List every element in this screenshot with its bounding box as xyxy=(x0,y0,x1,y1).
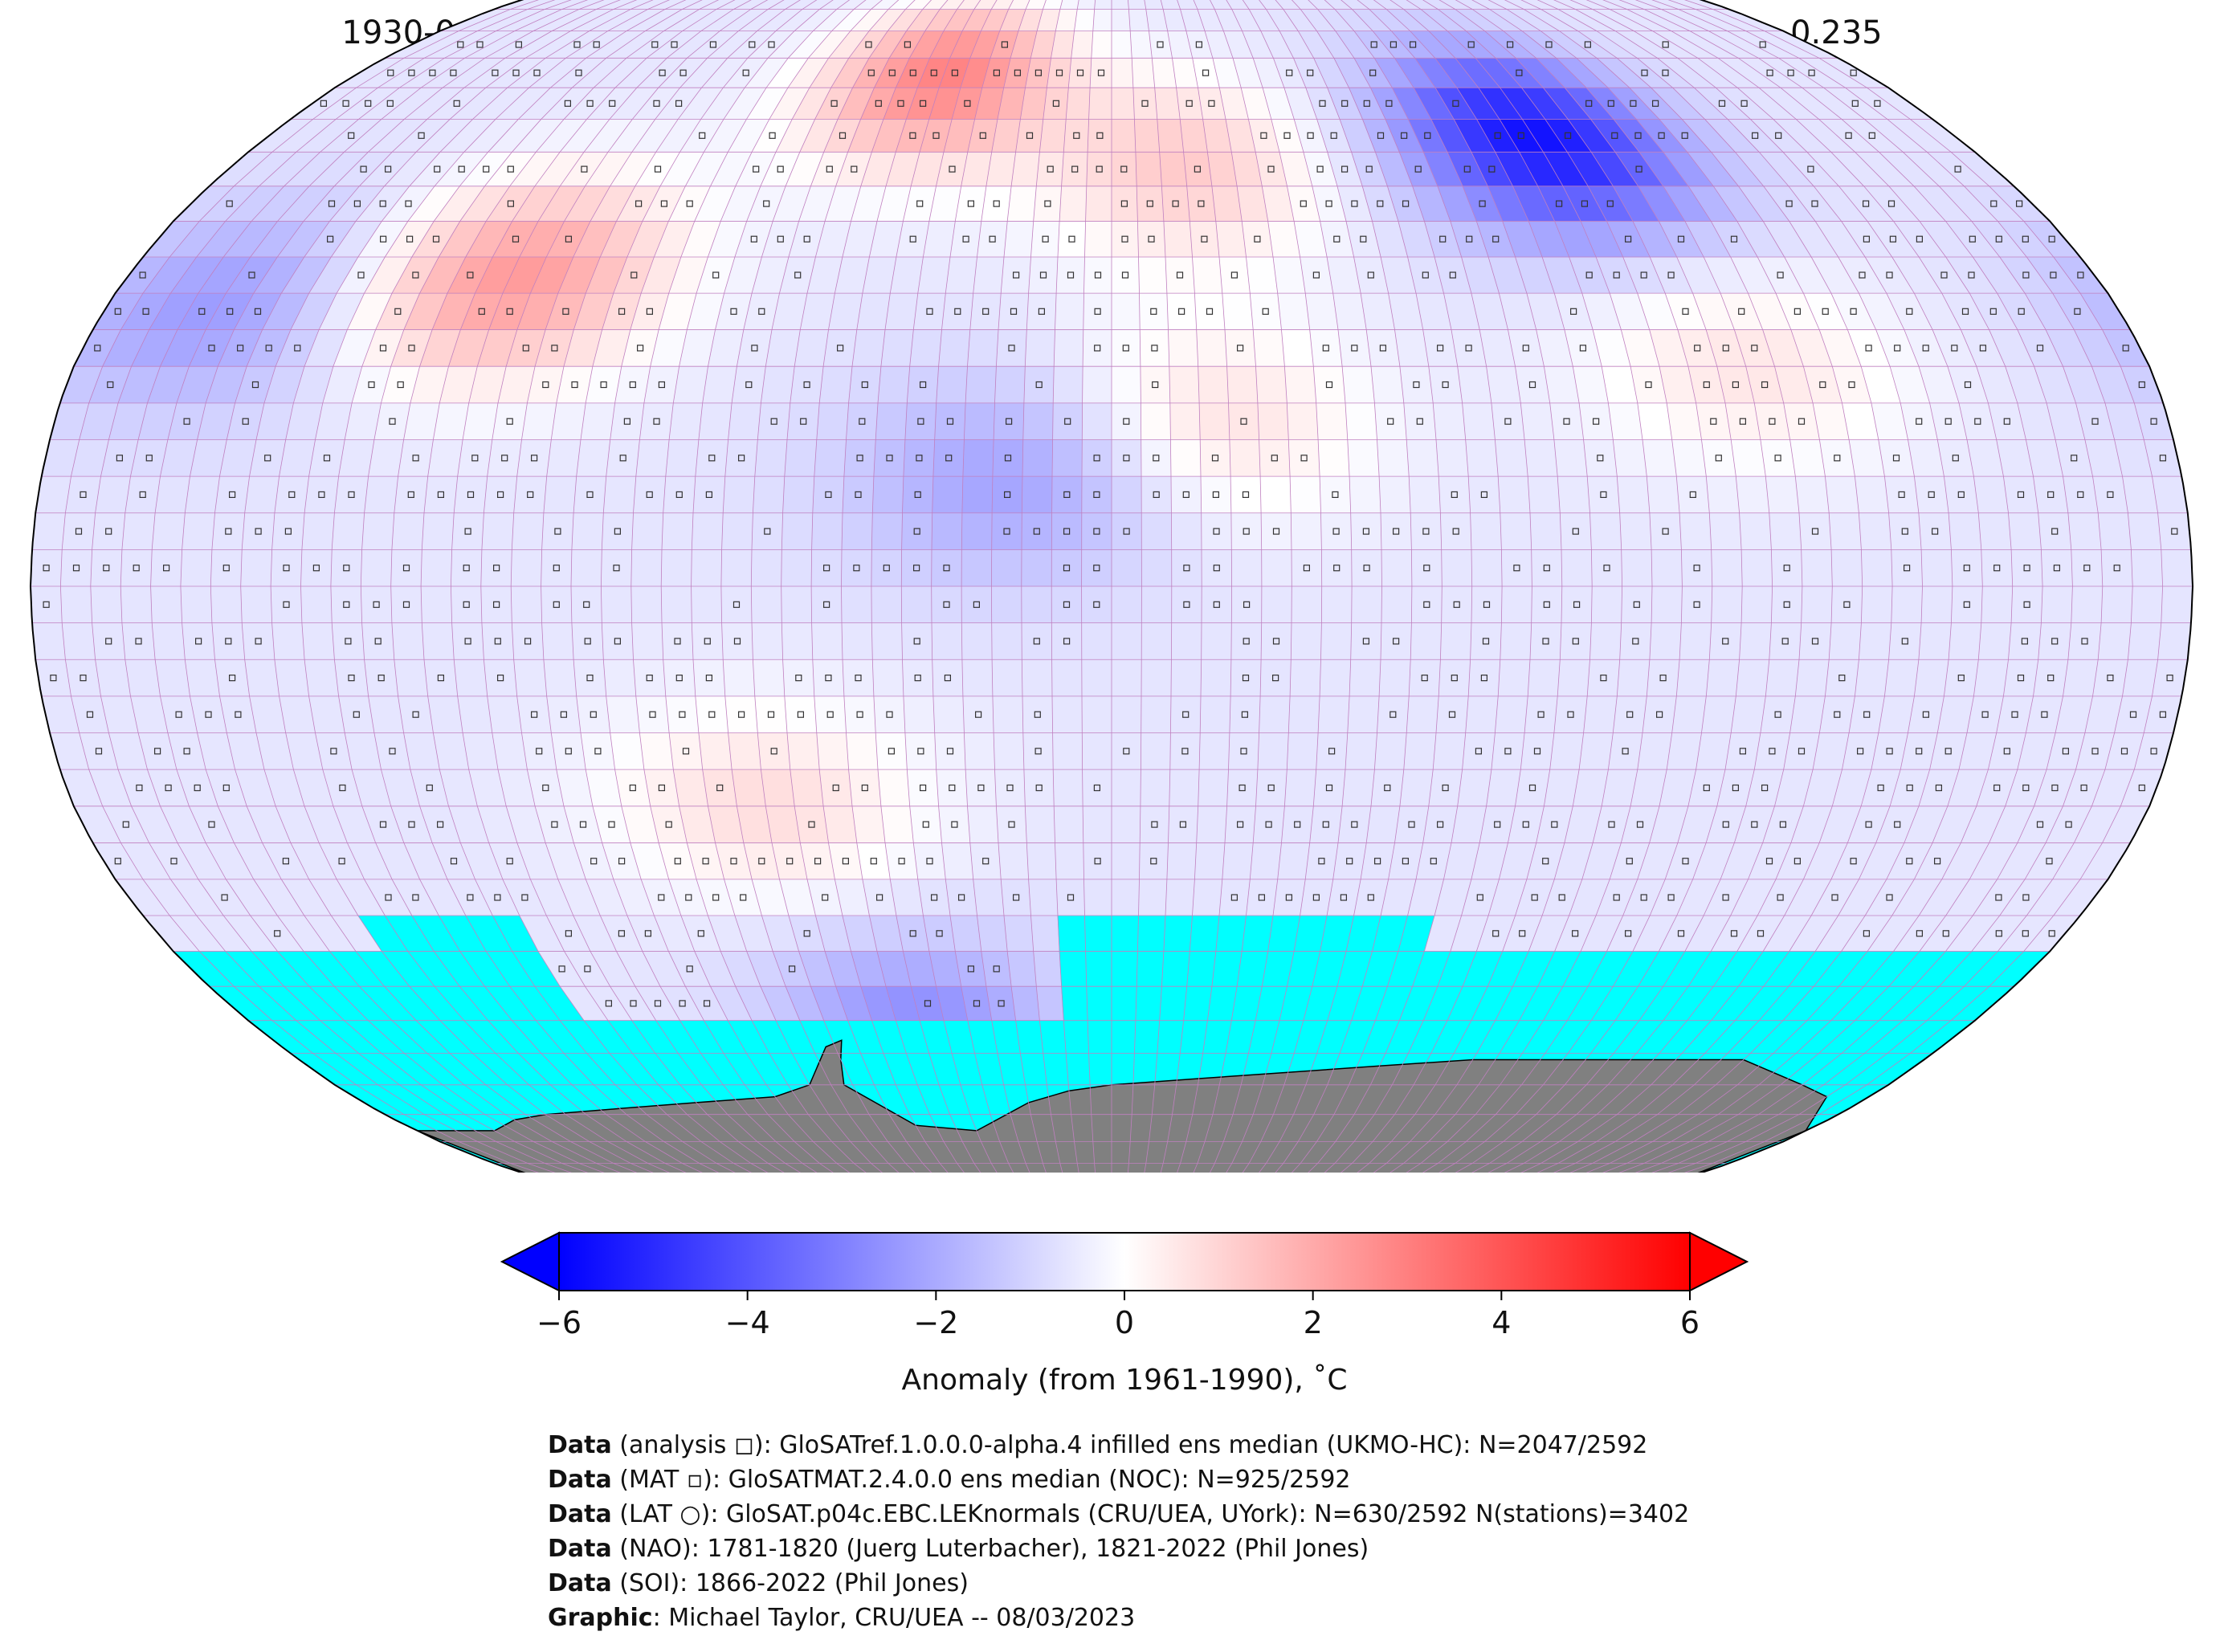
credit-line: Data (analysis ◻): GloSATref.1.0.0.0-alp… xyxy=(548,1428,1689,1462)
credit-label: Data xyxy=(548,1500,612,1528)
credit-line: Data (NAO): 1781-1820 (Juerg Luterbacher… xyxy=(548,1532,1689,1566)
colorbar: −6 −4 −2 0 2 4 6 Anomaly (from 1961-1990), ˚C xyxy=(500,1231,1749,1397)
colorbar-body xyxy=(558,1232,1691,1291)
credit-label: Data xyxy=(548,1431,612,1459)
credit-line: Graphic: Michael Taylor, CRU/UEA -- 08/0… xyxy=(548,1601,1689,1635)
anomaly-map xyxy=(29,0,2194,1173)
credit-text: (NAO): 1781-1820 (Juerg Luterbacher), 18… xyxy=(611,1535,1369,1563)
colorbar-label: Anomaly (from 1961-1990), ˚C xyxy=(902,1364,1348,1397)
colorbar-tick-label: 0 xyxy=(1115,1305,1134,1340)
colorbar-tick-label: −2 xyxy=(913,1305,958,1340)
credit-line: Data (LAT ○): GloSAT.p04c.EBC.LEKnormals… xyxy=(548,1497,1689,1532)
colorbar-tick-label: −6 xyxy=(537,1305,582,1340)
credit-text: (LAT ○): GloSAT.p04c.EBC.LEKnormals (CRU… xyxy=(611,1500,1690,1528)
credit-label: Data xyxy=(548,1569,612,1597)
colorbar-tick-label: 4 xyxy=(1492,1305,1511,1340)
data-credits: Data (analysis ◻): GloSATref.1.0.0.0-alp… xyxy=(548,1428,1689,1635)
colorbar-extend-max xyxy=(1689,1231,1749,1292)
colorbar-tick-label: 2 xyxy=(1304,1305,1323,1340)
colorbar-tick-label: 6 xyxy=(1680,1305,1700,1340)
credit-text: (MAT ▫): GloSATMAT.2.4.0.0 ens median (N… xyxy=(611,1466,1351,1494)
colorbar-extend-min xyxy=(500,1231,560,1292)
credit-line: Data (SOI): 1866-2022 (Phil Jones) xyxy=(548,1566,1689,1601)
credit-label: Data xyxy=(548,1535,612,1563)
credit-label: Data xyxy=(548,1466,612,1494)
credit-text: : Michael Taylor, CRU/UEA -- 08/03/2023 xyxy=(652,1604,1136,1632)
credit-label: Graphic xyxy=(548,1604,653,1632)
credit-text: (analysis ◻): GloSATref.1.0.0.0-alpha.4 … xyxy=(611,1431,1648,1459)
credit-text: (SOI): 1866-2022 (Phil Jones) xyxy=(611,1569,969,1597)
colorbar-tick-label: −4 xyxy=(725,1305,770,1340)
credit-line: Data (MAT ▫): GloSATMAT.2.4.0.0 ens medi… xyxy=(548,1462,1689,1497)
